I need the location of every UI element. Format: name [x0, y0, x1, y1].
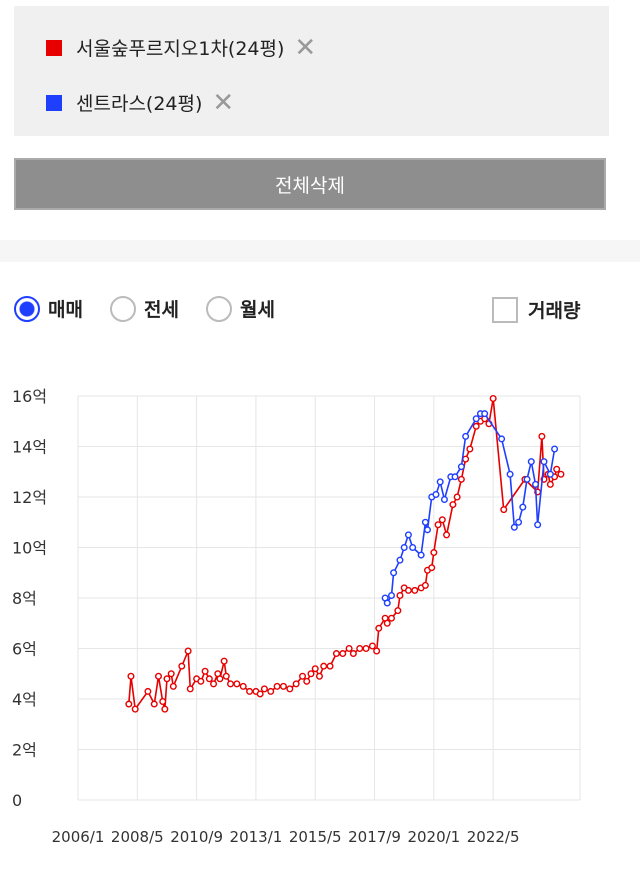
compare-item-label: 서울숲푸르지오1차(24평) — [76, 38, 285, 60]
radio-label: 월세 — [240, 299, 275, 321]
chart-panel — [0, 262, 640, 882]
radio-empty-icon — [206, 295, 232, 322]
compare-item-1: 서울숲푸르지오1차(24평) ✕ — [46, 34, 316, 61]
delete-all-button[interactable]: 전체삭제 — [14, 158, 606, 210]
volume-label: 거래량 — [528, 300, 581, 322]
radio-label: 전세 — [144, 299, 179, 321]
radio-label: 매매 — [48, 299, 83, 321]
series-color-swatch — [46, 94, 62, 111]
radio-trade[interactable]: 매매 — [14, 295, 83, 322]
radio-jeonse[interactable]: 전세 — [110, 295, 179, 322]
radio-selected-icon — [14, 295, 40, 322]
series-color-swatch — [46, 39, 62, 56]
close-icon[interactable]: ✕ — [212, 87, 235, 118]
volume-checkbox[interactable]: 거래량 — [492, 296, 580, 323]
checkbox-icon — [492, 296, 518, 323]
compare-item-2: 센트라스(24평) ✕ — [46, 89, 234, 116]
radio-empty-icon — [110, 295, 136, 322]
radio-monthly-rent[interactable]: 월세 — [206, 295, 275, 322]
compare-list: 서울숲푸르지오1차(24평) ✕ 센트라스(24평) ✕ — [14, 6, 609, 136]
close-icon[interactable]: ✕ — [294, 32, 317, 63]
compare-item-label: 센트라스(24평) — [76, 93, 203, 115]
